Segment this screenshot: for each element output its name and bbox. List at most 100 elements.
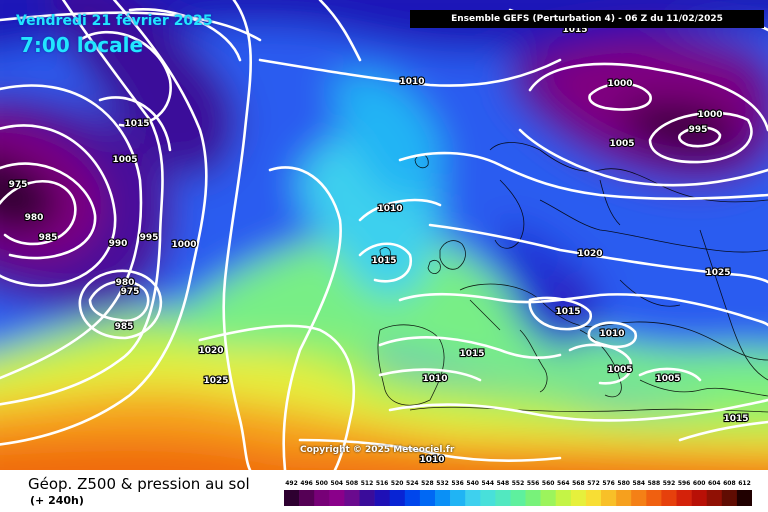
scale-swatch [284,490,300,506]
scale-swatch [736,490,752,506]
isobar-label: 1010 [599,329,624,339]
scale-swatch [616,490,632,506]
scale-tick-label: 492 [285,480,298,487]
scale-swatch [389,490,406,506]
scale-swatch [314,490,330,506]
scale-tick-label: 608 [723,480,736,487]
scale-tick-label: 556 [527,480,540,487]
scale-swatch [540,490,556,506]
scale-swatch [419,490,436,506]
isobar-label: 985 [39,233,58,243]
scale-swatch [359,490,375,506]
scale-tick-label: 532 [436,480,449,487]
isobar-label: 1020 [577,249,602,259]
scale-swatch [601,490,617,506]
scale-tick-label: 560 [542,480,555,487]
isobar-label: 995 [140,233,159,243]
isobar-label: 1000 [697,110,722,120]
footer-title: Géop. Z500 & pression au sol [28,475,250,493]
isobar-label: 1025 [705,268,730,278]
isobar-label: 1005 [607,365,632,375]
scale-swatches [284,490,752,506]
scale-tick-label: 528 [421,480,434,487]
copyright-notice: Copyright © 2025 Meteociel.fr [300,445,455,455]
scale-tick-label: 584 [633,480,646,487]
scale-tick-label: 512 [361,480,374,487]
isobar-label: 975 [9,180,28,190]
isobar-label: 975 [121,287,140,297]
scale-swatch [480,490,496,506]
scale-tick-label: 516 [376,480,389,487]
scale-tick-label: 504 [331,480,344,487]
scale-tick-label: 572 [587,480,600,487]
scale-tick-label: 536 [451,480,464,487]
isobar-label: 990 [109,239,128,249]
scale-swatch [510,490,526,506]
scale-swatch [450,490,466,506]
scale-tick-label: 548 [497,480,510,487]
scale-swatch [525,490,541,506]
isobar-label: 985 [115,322,134,332]
scale-swatch [721,490,738,506]
scale-swatch [555,490,572,506]
isobar-label: 1015 [124,119,149,129]
isobar-label: 1005 [655,374,680,384]
scale-tick-label: 612 [738,480,751,487]
scale-tick-label: 600 [693,480,706,487]
isobar-label: 1015 [723,414,748,424]
color-scale: 492 496 500 504 508 512 516 520 524 528 532 536 540 5… [284,480,752,506]
isobar-label: 1010 [377,204,402,214]
scale-tick-label: 592 [663,480,676,487]
isobar-label: 980 [25,213,44,223]
isobar-label: 1020 [198,346,223,356]
scale-tick-label: 496 [300,480,313,487]
isobar-label: 1010 [419,455,444,465]
isobar-label: 1015 [555,307,580,317]
scale-swatch [329,490,345,506]
geopotential-field [0,0,768,470]
scale-swatch [661,490,677,506]
scale-swatch [646,490,662,506]
isobar-label: 1025 [203,376,228,386]
isobar-label: 1000 [171,240,196,250]
scale-swatch [299,490,315,506]
scale-swatch [691,490,707,506]
scale-tick-label: 524 [406,480,419,487]
scale-swatch [374,490,390,506]
scale-tick-label: 500 [315,480,328,487]
scale-tick-label: 544 [482,480,495,487]
isobar-label: 995 [689,125,708,135]
scale-tick-label: 552 [512,480,525,487]
scale-swatch [465,490,481,506]
scale-tick-label: 596 [678,480,691,487]
forecast-time: 7:00 locale [20,33,144,57]
forecast-date: Vendredi 21 février 2025 [16,13,213,29]
scale-tick-label: 580 [617,480,630,487]
scale-swatch [706,490,723,506]
model-banner: Ensemble GEFS (Perturbation 4) - 06 Z du… [410,10,764,28]
scale-tick-label: 604 [708,480,721,487]
scale-tick-label: 520 [391,480,404,487]
scale-tick-label: 568 [572,480,585,487]
scale-swatch [631,490,647,506]
isobar-label: 1015 [371,256,396,266]
scale-swatch [435,490,451,506]
isobar-label: 1005 [112,155,137,165]
isobar-label: 980 [116,278,135,288]
scale-tick-labels: 492 496 500 504 508 512 516 520 524 528 532 536 540 5… [285,480,751,487]
scale-swatch [495,490,511,506]
scale-tick-label: 588 [648,480,661,487]
isobar-label: 1010 [422,374,447,384]
footer-subtitle: (+ 240h) [30,494,84,507]
isobar-label: 1010 [399,77,424,87]
scale-swatch [344,490,360,506]
isobar-label: 1015 [459,349,484,359]
scale-tick-label: 540 [466,480,479,487]
scale-swatch [404,490,421,506]
scale-tick-label: 576 [602,480,615,487]
footer: Géop. Z500 & pression au sol (+ 240h) 49… [0,470,768,512]
scale-swatch [570,490,587,506]
